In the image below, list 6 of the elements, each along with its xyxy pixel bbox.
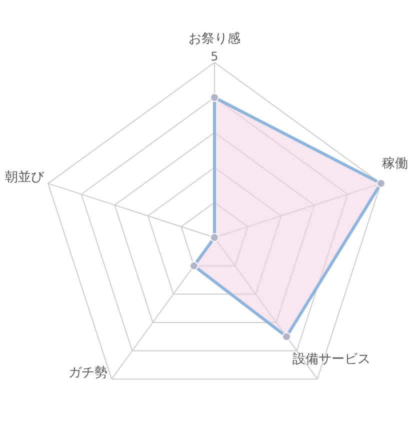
- spoke-label: 設備サービス: [292, 352, 370, 368]
- spoke-label: 稼働: [382, 156, 408, 172]
- spoke-label: ガチ勢: [68, 366, 108, 381]
- text: 5: [210, 50, 218, 64]
- spoke-label: 朝並び: [5, 170, 46, 185]
- spoke-label: お祭り感: [188, 32, 240, 46]
